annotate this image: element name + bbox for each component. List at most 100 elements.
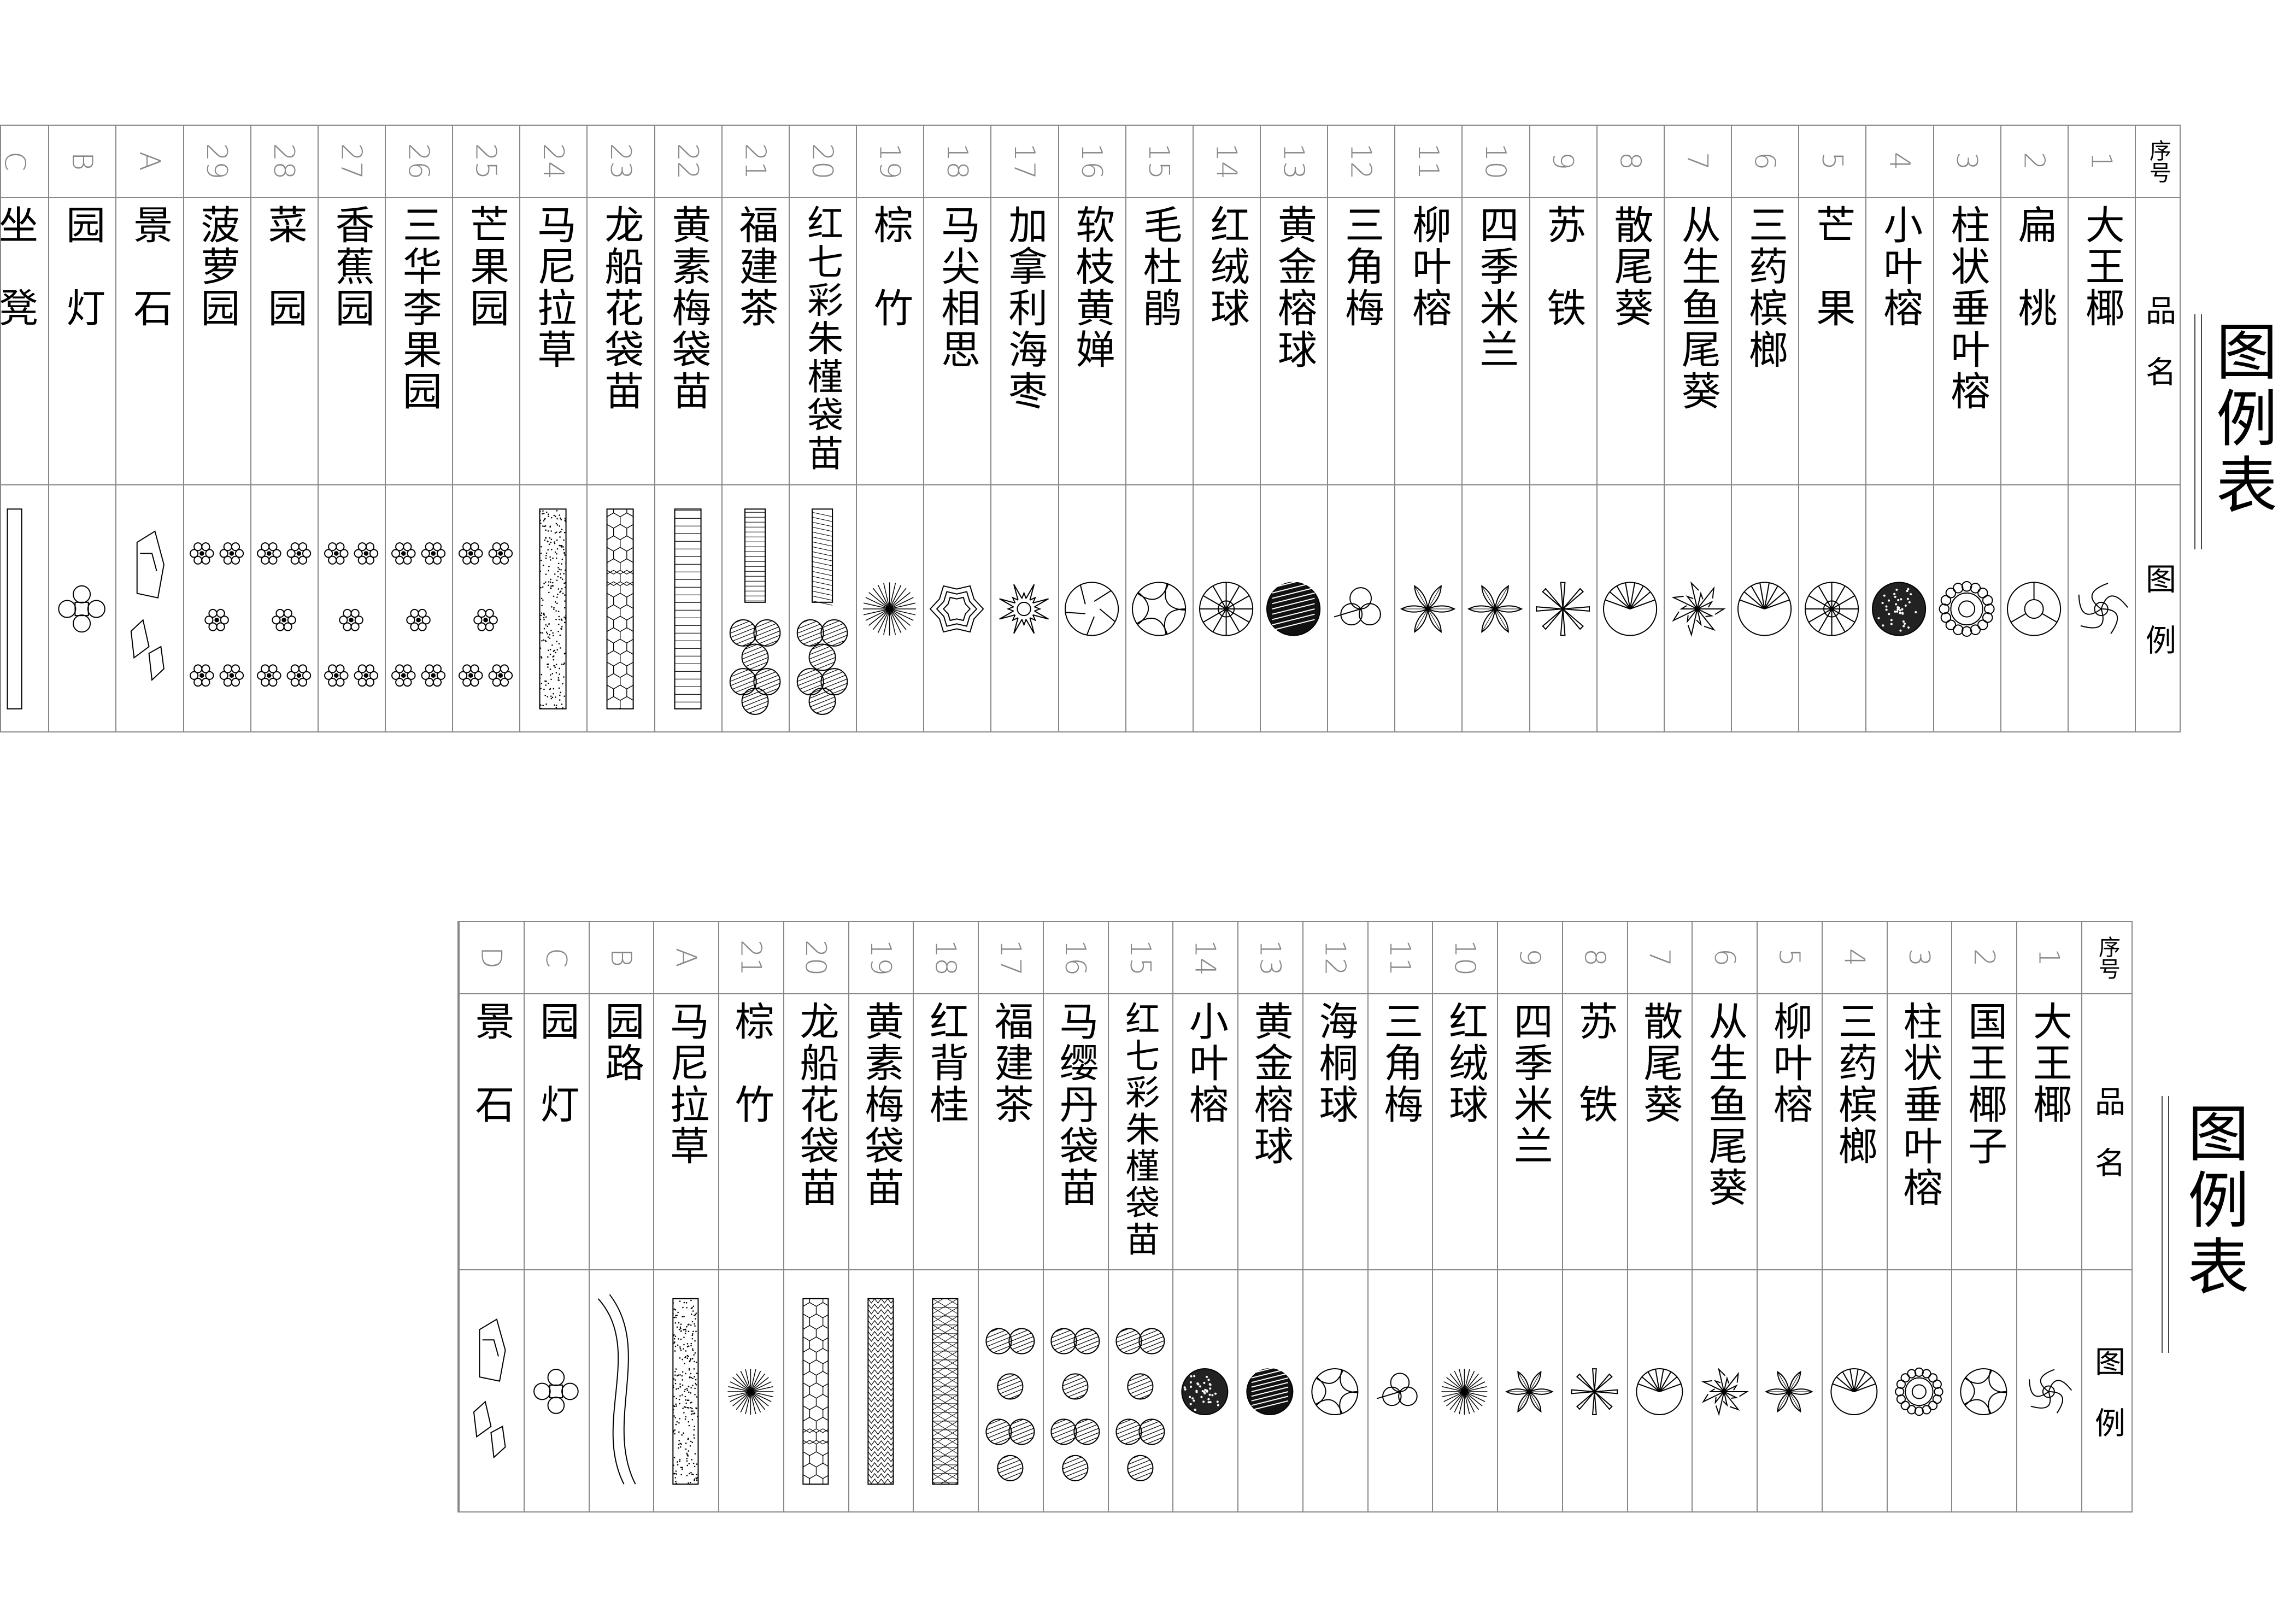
segment-circle-icon	[1062, 577, 1121, 641]
radial-lines-icon	[860, 577, 919, 641]
legend-entry: 22 黄素梅袋苗	[654, 126, 721, 731]
entry-name: 加拿利海枣	[1003, 204, 1045, 412]
legend-entry: 13 黄金榕球	[1260, 126, 1327, 731]
entry-name: 景 石	[128, 204, 170, 329]
entry-number: 2	[1970, 948, 1998, 966]
header-symbol: 图 例	[2086, 1346, 2130, 1438]
flower-cluster-icon	[321, 498, 381, 720]
entry-name: 龙船花袋苗	[600, 204, 641, 412]
legend-entry: 24 马尼拉草	[519, 126, 586, 731]
table2-title: 图例表	[2169, 1101, 2257, 1301]
entry-number: 5	[1775, 948, 1804, 966]
asterisk-icon	[1533, 577, 1593, 641]
entry-number: 18	[931, 940, 960, 976]
entry-name: 苏 铁	[1573, 1001, 1615, 1125]
entry-number: 8	[1580, 948, 1608, 966]
entry-number: 21	[741, 143, 769, 179]
entry-name: 园路	[600, 1001, 642, 1084]
entry-number: C	[1, 151, 29, 171]
radial-lines-icon	[1436, 1365, 1493, 1418]
entry-name: 马尖相思	[936, 204, 978, 371]
entry-number: 28	[269, 143, 298, 179]
entry-name: 小叶榕	[1878, 204, 1920, 329]
legend-entry: 17 加拿利海枣	[990, 126, 1058, 731]
legend-table-2: 序号品 名图 例 1 大王椰 2 国王椰子 3 柱状垂叶榕 4 三药槟榔 5 柳叶榕 6 从生鱼尾葵 7 散…	[457, 921, 2133, 1512]
garden-lamp-icon	[52, 498, 111, 720]
legend-entry: 19 黄素梅袋苗	[848, 922, 913, 1511]
zigzag-shrub-icon	[927, 577, 986, 641]
stipple-circle-icon	[1176, 1365, 1234, 1418]
legend-entry: 3 柱状垂叶榕	[1933, 126, 2000, 731]
header-symbol: 图 例	[2136, 563, 2181, 655]
entry-name: 福建茶	[735, 204, 776, 329]
star-circle-icon	[1196, 577, 1256, 641]
legend-entry: 27 香蕉园	[318, 126, 385, 731]
entry-name: 福建茶	[990, 1001, 1031, 1125]
hatched-cloud-icon	[982, 1288, 1039, 1494]
swirl-circle-icon	[1129, 577, 1189, 641]
legend-entry: 14 小叶榕	[1172, 922, 1237, 1511]
legend-entry: 1 大王椰	[2016, 922, 2081, 1511]
legend-entry: 21 福建茶	[721, 126, 789, 731]
legend-entry: 12 三角梅	[1327, 126, 1394, 731]
entry-number: B	[607, 948, 635, 967]
entry-number: 27	[337, 143, 365, 179]
header-column: 序号品 名图 例	[2135, 126, 2182, 731]
dark-hatched-circle-icon	[1241, 1365, 1299, 1418]
legend-entry: 13 黄金榕球	[1237, 922, 1302, 1511]
entry-number: 3	[1952, 152, 1981, 170]
legend-entry: 4 三药槟榔	[1822, 922, 1887, 1511]
entry-number: 14	[1191, 940, 1219, 976]
header-name: 品 名	[2136, 295, 2181, 386]
entry-name: 芒果园	[465, 204, 507, 329]
legend-entry: 15 红七彩朱槿袋苗	[1108, 922, 1173, 1511]
table1-title: 图例表	[2197, 320, 2286, 520]
legend-entry: 29 菠萝园	[183, 126, 250, 731]
entry-name: 园 灯	[535, 1001, 577, 1125]
entry-name: 芒 果	[1811, 204, 1853, 329]
entry-name: 三药槟榔	[1834, 1001, 1875, 1167]
entry-number: 18	[943, 143, 971, 179]
legend-entry: 2 国王椰子	[1951, 922, 2016, 1511]
header-name: 品 名	[2086, 1086, 2130, 1177]
entry-number: 1	[2087, 152, 2115, 170]
legend-table-1: 序号品 名图 例 1 大王椰 2 扁 桃 3 柱状垂叶榕 4 小叶榕 5 芒 果 6 三药槟榔 7 从生鱼尾…	[0, 125, 2181, 732]
entry-number: 5	[1818, 152, 1846, 170]
entry-number: 8	[1616, 152, 1644, 170]
entry-name: 小叶榕	[1184, 1001, 1226, 1125]
legend-entry: A 马尼拉草	[653, 922, 718, 1511]
entry-number: 11	[1414, 143, 1442, 179]
legend-entry: 16 马缨丹袋苗	[1043, 922, 1108, 1511]
fan-circle-icon	[1600, 577, 1660, 641]
entry-name: 苏 铁	[1542, 204, 1583, 329]
entry-number: D	[477, 947, 505, 969]
legend-entry: 9 苏 铁	[1529, 126, 1596, 731]
entry-number: 17	[996, 940, 1024, 976]
entry-number: 10	[1451, 940, 1479, 976]
pinwheel-palm-icon	[2020, 1365, 2077, 1418]
entry-name: 扁 桃	[2013, 204, 2054, 329]
hex-bed-icon	[590, 498, 650, 720]
legend-entry: 15 毛杜鹃	[1125, 126, 1193, 731]
legend-entry: 17 福建茶	[978, 922, 1043, 1511]
entry-name: 棕 竹	[869, 204, 911, 329]
legend-entry: 14 红绒球	[1193, 126, 1260, 731]
star-circle-icon	[1802, 577, 1862, 641]
table2-title-underline	[2162, 1096, 2163, 1353]
bench-icon	[0, 498, 44, 720]
legend-entry: B园 灯	[48, 126, 115, 731]
dotted-bed-icon	[523, 498, 583, 720]
entry-name: 黄素梅袋苗	[667, 204, 708, 412]
legend-entry: 19 棕 竹	[856, 126, 923, 731]
entry-number: 9	[1548, 152, 1577, 170]
entry-number: 19	[866, 940, 895, 976]
fan-circle-icon	[1735, 577, 1794, 641]
entry-number: 4	[1885, 152, 1913, 170]
entry-number: 25	[472, 143, 500, 179]
entry-name: 从生鱼尾葵	[1677, 204, 1718, 412]
entry-name: 大王椰	[2028, 1001, 2070, 1125]
swirl-circle-icon	[1306, 1365, 1364, 1418]
asterisk-icon	[1566, 1365, 1623, 1418]
legend-entry: 10 红绒球	[1432, 922, 1497, 1511]
legend-entry: 11 三角梅	[1367, 922, 1432, 1511]
